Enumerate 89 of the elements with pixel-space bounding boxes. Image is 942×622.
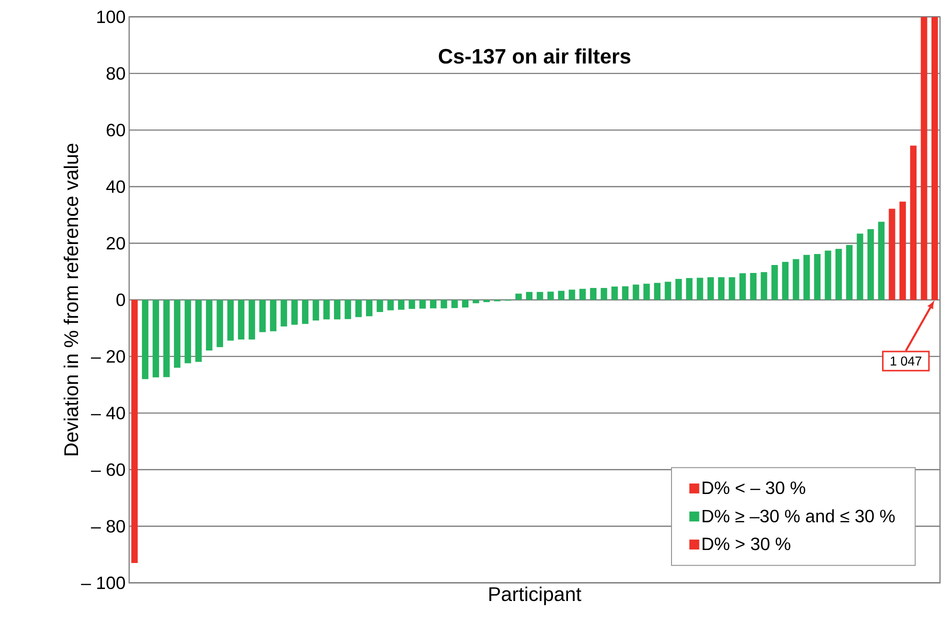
bar (323, 300, 330, 320)
bar (728, 277, 736, 300)
bar (131, 300, 138, 564)
bar (675, 279, 682, 300)
bar (334, 300, 340, 320)
legend-label: D% < – 30 % (702, 482, 806, 494)
bar (195, 300, 202, 362)
bar (408, 300, 416, 310)
bar (536, 292, 544, 300)
bar (312, 300, 320, 321)
y-tick-label: 80 (106, 67, 125, 80)
bar (259, 300, 266, 332)
bar (387, 300, 394, 311)
bar (814, 254, 821, 300)
bar (654, 283, 661, 300)
y-tick-label: 20 (106, 237, 125, 250)
bar (248, 300, 256, 340)
bar (206, 300, 212, 351)
bar (355, 300, 362, 318)
bar (632, 284, 640, 300)
bar (878, 222, 885, 300)
bar (462, 300, 468, 308)
bar (590, 288, 596, 300)
bar (270, 300, 276, 332)
bar (782, 262, 789, 300)
bar (184, 300, 192, 364)
bar (611, 286, 618, 300)
y-tick-label: 40 (106, 180, 125, 194)
y-tick-label: – 40 (90, 406, 125, 420)
bar (643, 284, 650, 300)
bar (142, 300, 148, 380)
bar (547, 292, 554, 300)
bar (664, 282, 672, 300)
bar (451, 300, 458, 308)
bar (152, 300, 160, 378)
bar (920, 17, 928, 300)
bar (376, 300, 384, 312)
bar (291, 300, 298, 325)
bar (430, 300, 436, 309)
bar (440, 300, 448, 309)
bar (792, 259, 800, 300)
bar (344, 300, 352, 320)
bar (718, 277, 725, 300)
bar (622, 286, 629, 300)
annotation: 1 047 (890, 356, 922, 366)
y-tick-label: – 80 (90, 520, 125, 533)
bar (227, 300, 234, 341)
y-axis-title: Deviation in % from reference value (64, 144, 78, 456)
bar (398, 300, 404, 310)
bar (899, 202, 906, 300)
bar (568, 290, 576, 300)
y-tick-label: – 100 (81, 576, 125, 590)
bar (238, 300, 244, 340)
bar (910, 146, 917, 300)
bar (600, 288, 608, 300)
bar (707, 277, 714, 300)
bar (366, 300, 372, 316)
bar (867, 229, 874, 300)
bar (824, 250, 832, 300)
bar (750, 273, 757, 300)
bar (739, 273, 746, 300)
bar (419, 300, 426, 309)
bar (302, 300, 308, 324)
legend-label: D% > 30 % (702, 538, 790, 550)
bar (174, 300, 180, 368)
bar (888, 208, 896, 300)
text: Cs-137 on air filters (438, 48, 630, 64)
bar (686, 278, 693, 300)
bar (696, 278, 704, 300)
bar (803, 255, 810, 300)
bar (558, 291, 564, 300)
bar (771, 265, 778, 300)
y-tick-label: – 60 (90, 464, 125, 476)
bar (515, 294, 522, 300)
y-tick-label: 0 (116, 294, 125, 306)
bar (579, 289, 586, 300)
bar (526, 292, 532, 300)
bar (163, 300, 170, 378)
legend-label: D% ≥ –30 % and ≤ 30 % (702, 510, 895, 523)
bar (856, 234, 864, 300)
y-tick-label: – 20 (90, 350, 125, 363)
y-tick-label: 60 (106, 124, 125, 137)
bar (280, 300, 288, 327)
bar (835, 249, 842, 300)
x-axis-title: Participant (489, 586, 582, 606)
bar (846, 245, 853, 300)
bar (760, 272, 768, 300)
bar (216, 300, 224, 348)
y-tick-label: 100 (97, 10, 125, 24)
